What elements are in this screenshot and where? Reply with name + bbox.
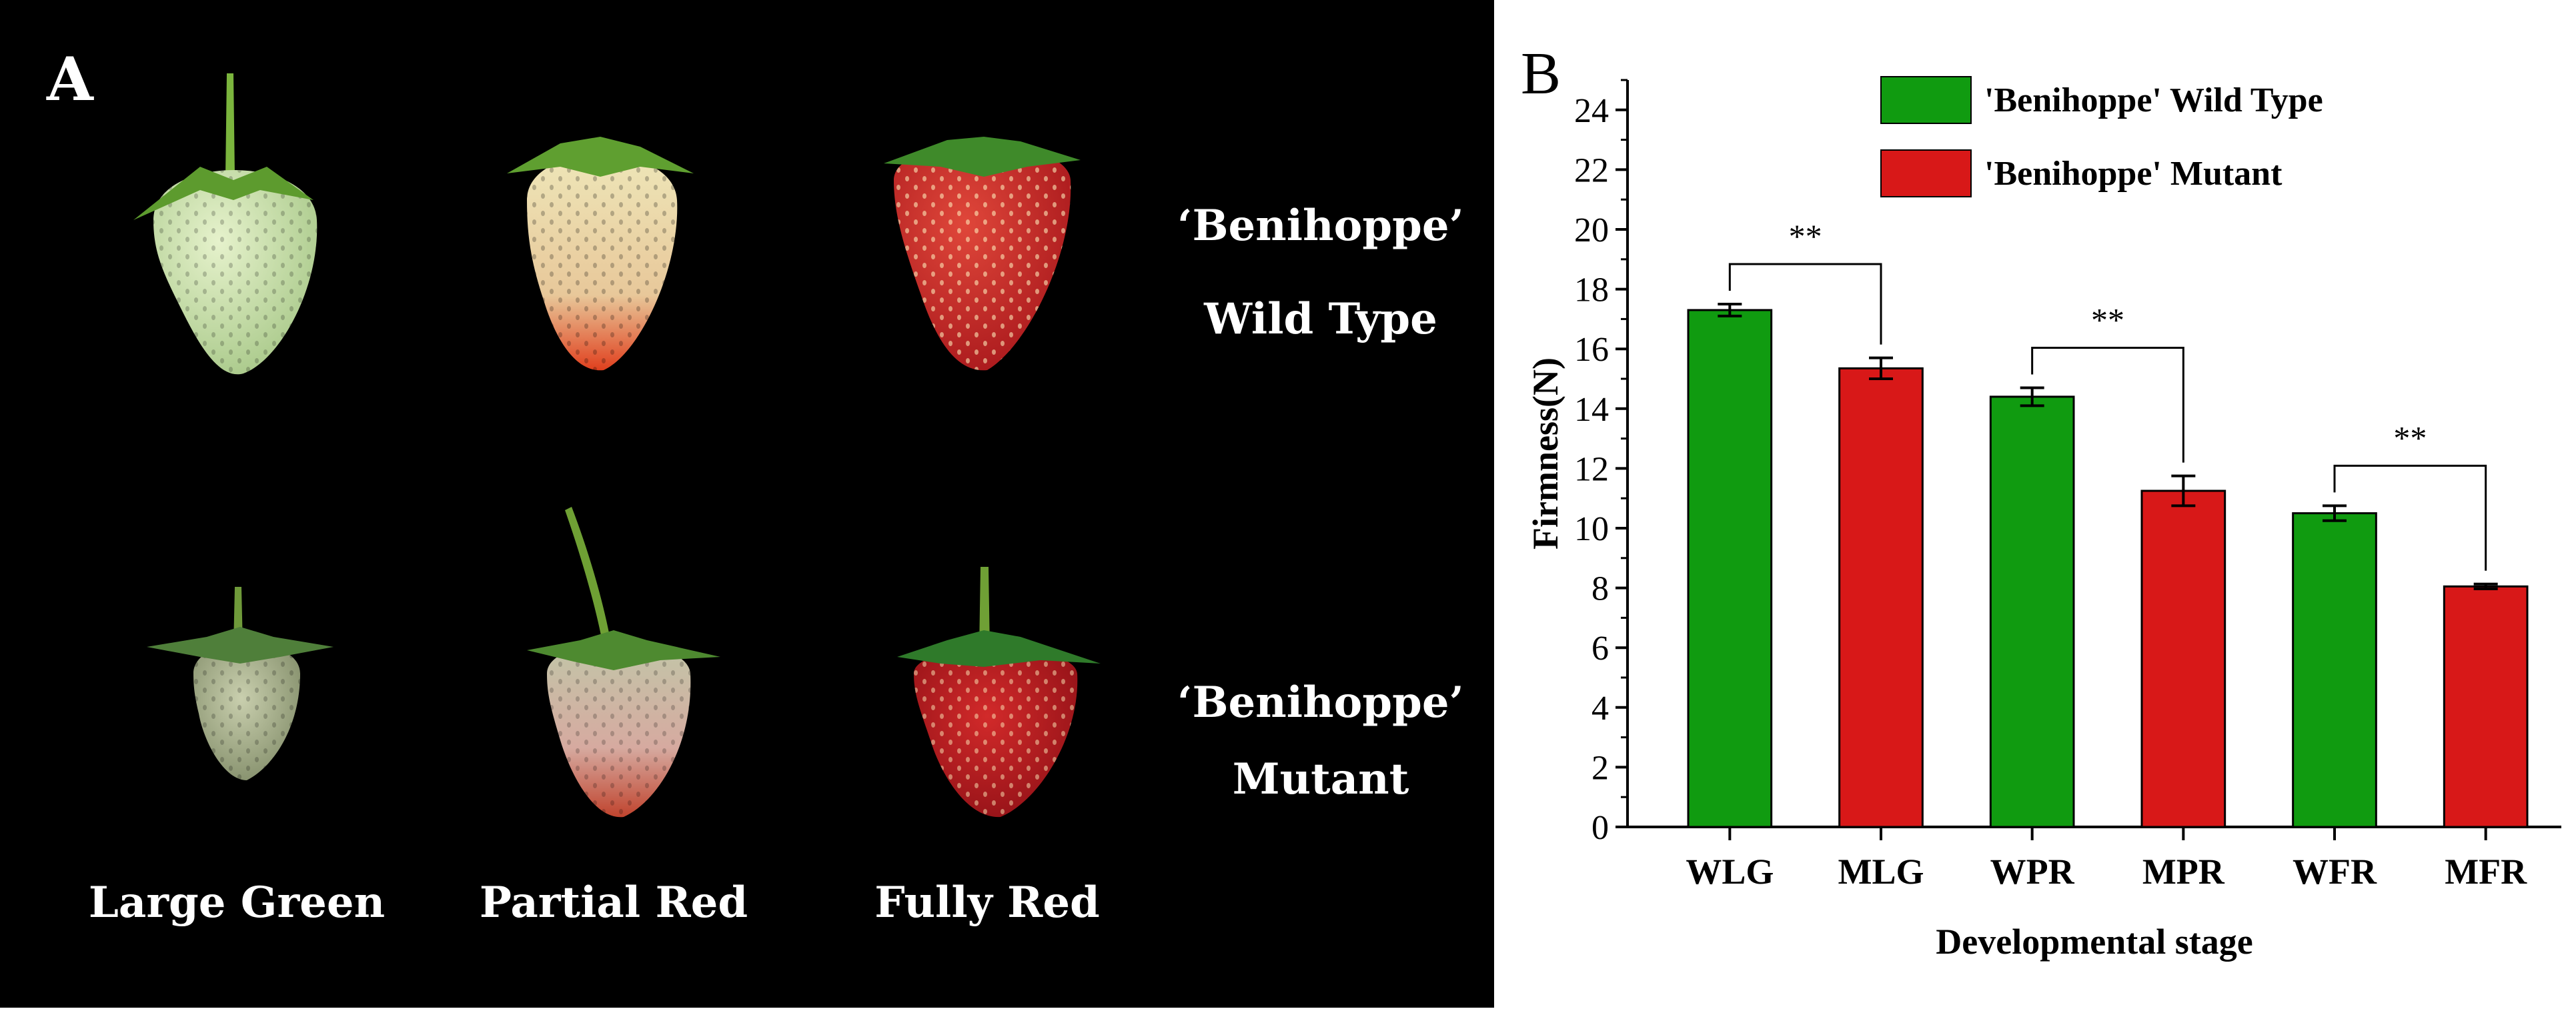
strawberry-photo-grid: A xyxy=(46,44,1464,928)
y-tick-label: 8 xyxy=(1591,570,1609,608)
bar-wlg xyxy=(1687,309,1773,828)
y-tick-label: 12 xyxy=(1574,450,1609,488)
strawberry-mutant-large-green xyxy=(147,587,334,780)
strawberry-wild-partial-red xyxy=(507,137,694,371)
row-label-mutant-line2: Mutant xyxy=(1233,754,1409,804)
significance-bracket xyxy=(1728,263,1882,345)
x-tick-label-wfr: WFR xyxy=(2293,852,2377,892)
significance-bracket xyxy=(2031,346,2184,463)
column-label-partial-red: Partial Red xyxy=(480,878,748,928)
y-tick-label: 4 xyxy=(1591,690,1609,728)
column-label-large-green: Large Green xyxy=(89,878,385,928)
y-tick-label: 2 xyxy=(1591,749,1609,787)
x-tick-label-mfr: MFR xyxy=(2445,852,2527,892)
legend-label-0: 'Benihoppe' Wild Type xyxy=(1984,81,2323,119)
strawberry-wild-large-green xyxy=(133,73,317,375)
column-label-fully-red: Fully Red xyxy=(874,878,1100,928)
significance-label: ** xyxy=(2091,301,2124,338)
strawberry-mutant-fully-red xyxy=(897,567,1101,818)
bar-mlg xyxy=(1838,367,1924,828)
bar-mpr xyxy=(2140,489,2226,828)
bar-mfr xyxy=(2443,585,2529,828)
x-tick-label-mlg: MLG xyxy=(1838,852,1924,892)
y-tick-label: 16 xyxy=(1574,331,1609,369)
x-tick-label-wpr: WPR xyxy=(1990,852,2075,892)
x-tick-label-mpr: MPR xyxy=(2142,852,2225,892)
y-tick-label: 22 xyxy=(1574,151,1609,189)
legend-swatch-1 xyxy=(1880,149,1972,197)
x-axis-label: Developmental stage xyxy=(1936,922,2252,962)
panel-b-label: B xyxy=(1521,41,1561,107)
significance-bracket xyxy=(2333,464,2487,571)
panel-a-label: A xyxy=(46,44,94,115)
y-axis-label: Firmness(N) xyxy=(1525,357,1565,550)
firmness-bar-chart: B 024681012141618202224Firmness(N)Develo… xyxy=(1521,41,2561,962)
bar-wfr xyxy=(2292,512,2377,828)
y-tick-label: 14 xyxy=(1574,391,1609,429)
row-label-mutant-line1: ‘Benihoppe’ xyxy=(1177,678,1464,728)
bar-wpr xyxy=(1989,395,2075,828)
y-tick-label: 20 xyxy=(1574,211,1609,249)
row-label-wild-line1: ‘Benihoppe’ xyxy=(1177,201,1464,251)
chart-panel: B 0 2 4 6 8 10 12 14 16 18 20 22 24 Firmness(N) Develo… xyxy=(1494,0,2576,1008)
y-tick-label: 6 xyxy=(1591,630,1609,668)
legend-label-1: 'Benihoppe' Mutant xyxy=(1984,155,2283,193)
significance-label: ** xyxy=(2393,419,2427,456)
y-tick-label: 10 xyxy=(1574,510,1609,548)
strawberry-mutant-partial-red xyxy=(527,507,720,818)
y-tick-label: 18 xyxy=(1574,271,1609,309)
row-label-wild-line2: Wild Type xyxy=(1203,294,1437,344)
y-tick-label: 0 xyxy=(1591,809,1609,847)
significance-label: ** xyxy=(1789,217,1822,255)
legend-swatch-0 xyxy=(1880,76,1972,124)
y-tick-label: 24 xyxy=(1574,92,1609,130)
strawberry-wild-fully-red xyxy=(884,137,1081,371)
x-tick-label-wlg: WLG xyxy=(1686,852,1774,892)
photo-panel: A xyxy=(0,0,1494,1008)
